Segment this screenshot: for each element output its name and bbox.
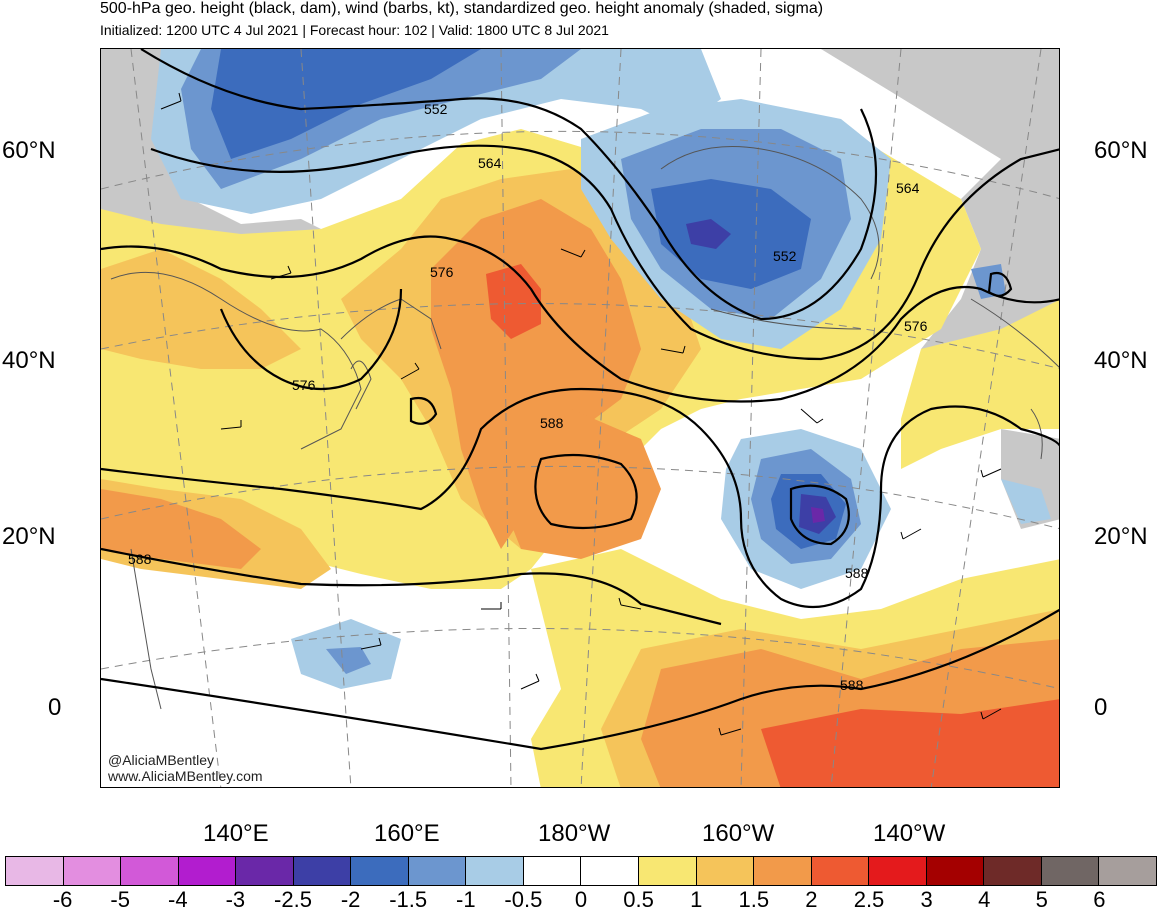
colorbar-cell: [1099, 857, 1156, 885]
contour-label: 576: [430, 264, 454, 280]
lat-label-left: 20°N: [2, 523, 56, 550]
shade-blue-east-small2: [1001, 479, 1051, 524]
height-contours: [101, 49, 1059, 751]
watermark-url: www.AliciaMBentley.com: [108, 768, 263, 784]
contour-label: 552: [424, 101, 448, 117]
colorbar-cell: [408, 857, 467, 885]
contour-576: [101, 235, 1059, 403]
colorbar-tick-label: -2: [340, 887, 361, 912]
colorbar-tick-label: 1: [690, 887, 703, 912]
colorbar-cell: [984, 857, 1042, 885]
contour-label: 588: [845, 565, 869, 581]
chart-subtitle: Initialized: 1200 UTC 4 Jul 2021 | Forec…: [100, 22, 609, 38]
chart-title: 500-hPa geo. height (black, dam), wind (…: [100, 0, 824, 17]
lat-label-right: 0: [1094, 694, 1108, 721]
lon-label: 160°W: [702, 820, 775, 847]
colorbar-tick-label: 5: [1035, 887, 1048, 912]
colorbar-tick-label: 2: [805, 887, 818, 912]
shade-blue-alaska-dark: [686, 219, 731, 249]
contour-label: 588: [128, 551, 152, 567]
colorbar-cell: [466, 857, 524, 885]
map-panel: [100, 48, 1060, 788]
shade-gray-northeast: [821, 49, 1059, 409]
colorbar-tick-label: 3: [920, 887, 933, 912]
colorbar-cell: [696, 857, 755, 885]
contour-564: [150, 144, 1059, 361]
contour-label: 552: [773, 248, 797, 264]
colorbar-cell: [811, 857, 870, 885]
contour-588-south: [101, 547, 722, 626]
contour-small-ring-east: [987, 271, 1013, 297]
colorbar-cell: [754, 857, 812, 885]
wind-barbs: [160, 92, 1002, 736]
colorbar-tick-label: 4: [978, 887, 991, 912]
colorbar-tick-label: 1.5: [738, 887, 770, 912]
lat-label-left: 40°N: [2, 347, 56, 374]
colorbar-tick-label: 0.5: [623, 887, 654, 912]
contour-label: 576: [904, 318, 928, 334]
colorbar-cell: [869, 857, 927, 885]
lon-label: 140°E: [203, 820, 269, 847]
colorbar-tick-label: 6: [1093, 887, 1106, 912]
colorbar-cell: [1041, 857, 1100, 885]
colorbar-cell: [121, 857, 179, 885]
contour-588-low: [101, 608, 1059, 751]
lon-label: 140°W: [873, 820, 946, 847]
colorbar-cell: [926, 857, 985, 885]
watermark-handle: @AliciaMBentley: [108, 752, 215, 768]
colorbar-tick-label: -1.5: [389, 887, 428, 912]
colorbar-tick-label: -3: [225, 887, 246, 912]
colorbar-tick-label: -6: [52, 887, 73, 912]
colorbar-cell: [523, 857, 582, 885]
lat-label-left: 0: [48, 694, 62, 721]
contour-low-center: [789, 484, 850, 546]
colorbar-tick-label: 0: [574, 887, 588, 912]
shade-orange-west: [101, 489, 261, 569]
lon-label: 180°W: [538, 820, 611, 847]
colorbar-tick-label: -4: [168, 887, 188, 912]
contour-552: [140, 49, 878, 321]
colorbar-tick-label: -2.5: [274, 887, 312, 912]
contour-small-ring: [409, 396, 438, 425]
lat-label-right: 60°N: [1094, 137, 1148, 164]
graticule: [101, 49, 1059, 787]
shade-blue-north-strong: [211, 49, 481, 159]
shade-purple-core: [811, 507, 825, 523]
colorbar-cell: [639, 857, 697, 885]
colorbar-tick-label: -0.5: [504, 887, 543, 912]
coastlines: [110, 146, 1059, 710]
shade-red-south: [761, 699, 1059, 787]
anomaly-shading: [101, 49, 1059, 787]
contour-label: 564: [478, 155, 502, 171]
colorbar-cell: [293, 857, 352, 885]
contour-576-west: [219, 288, 403, 391]
contour-label: 564: [896, 180, 920, 196]
shade-blue-south-med: [326, 647, 371, 674]
colorbar-tick-label: -5: [110, 887, 130, 912]
lon-label: 160°E: [374, 820, 440, 847]
map-canvas: [101, 49, 1059, 787]
colorbar: [5, 856, 1157, 886]
colorbar-cell: [236, 857, 294, 885]
colorbar-cell: [351, 857, 409, 885]
colorbar-tick-label: -1: [456, 887, 476, 912]
contour-594-high: [534, 453, 638, 530]
colorbar-cell: [178, 857, 237, 885]
contour-label: 588: [540, 415, 564, 431]
contour-label: 588: [840, 677, 864, 693]
lat-label-right: 20°N: [1094, 523, 1148, 550]
contour-label: 576: [292, 377, 316, 393]
colorbar-tick-label: 2.5: [853, 887, 885, 912]
contour-588: [101, 387, 1059, 609]
lat-label-left: 60°N: [2, 137, 56, 164]
colorbar-cell: [6, 857, 64, 885]
colorbar-cell: [63, 857, 122, 885]
shade-orange-central: [431, 199, 641, 549]
lat-label-right: 40°N: [1094, 347, 1148, 374]
colorbar-cell: [581, 857, 640, 885]
shade-gold-west: [101, 249, 301, 369]
